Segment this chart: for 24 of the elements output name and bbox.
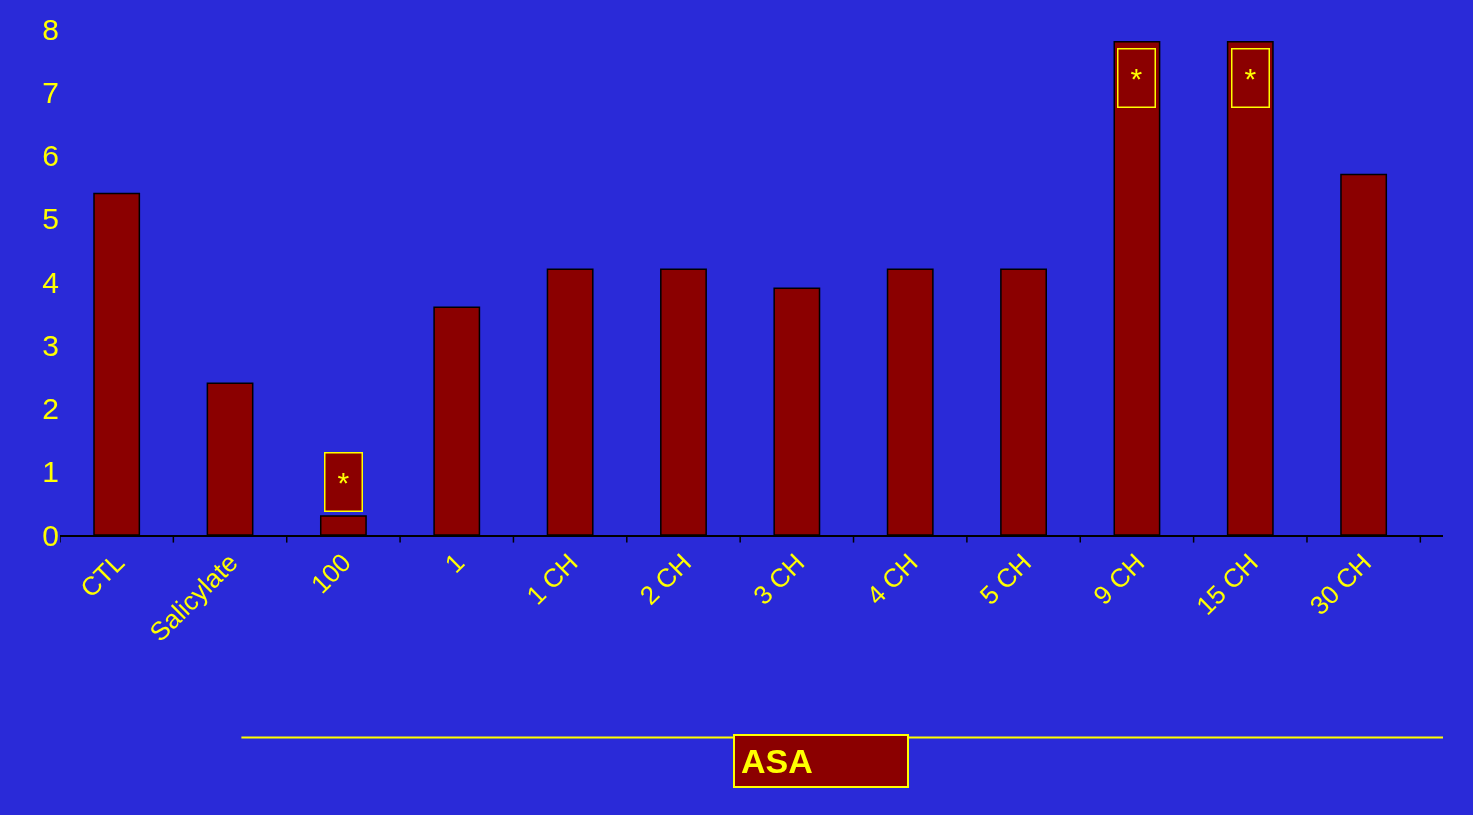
annotation: *	[1244, 61, 1257, 95]
annotation: *	[1130, 61, 1143, 95]
y-tick-label: 4	[42, 265, 59, 299]
annotation: *	[337, 465, 350, 499]
x-tick-label: 1 CH	[520, 547, 584, 611]
x-tick-label: 4 CH	[860, 547, 924, 611]
x-tick-label: 5 CH	[973, 547, 1038, 611]
x-tick-label: 9 CH	[1087, 547, 1151, 611]
x-tick-label: 15 CH	[1190, 547, 1264, 621]
y-tick-label: 5	[42, 202, 59, 236]
x-tick-label: 30 CH	[1303, 547, 1378, 621]
y-tick-label: 7	[42, 75, 59, 109]
y-tick-label: 6	[42, 139, 59, 172]
y-tick-label: 1	[42, 455, 59, 489]
x-tick-label: CTL	[74, 547, 131, 604]
y-tick-label: 2	[42, 392, 59, 425]
x-tick-label: 3 CH	[747, 547, 811, 611]
text: ASA	[741, 742, 813, 780]
x-tick-label: 2 CH	[633, 547, 697, 611]
x-tick-label: 1	[438, 547, 471, 579]
y-tick-label: 3	[42, 328, 59, 362]
y-tick-label: 8	[42, 12, 59, 46]
x-tick-label: 100	[304, 547, 357, 600]
y-tick-label: 0	[42, 518, 59, 552]
